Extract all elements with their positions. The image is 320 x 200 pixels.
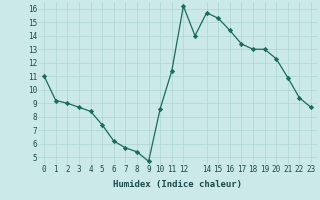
X-axis label: Humidex (Indice chaleur): Humidex (Indice chaleur) [113, 180, 242, 189]
